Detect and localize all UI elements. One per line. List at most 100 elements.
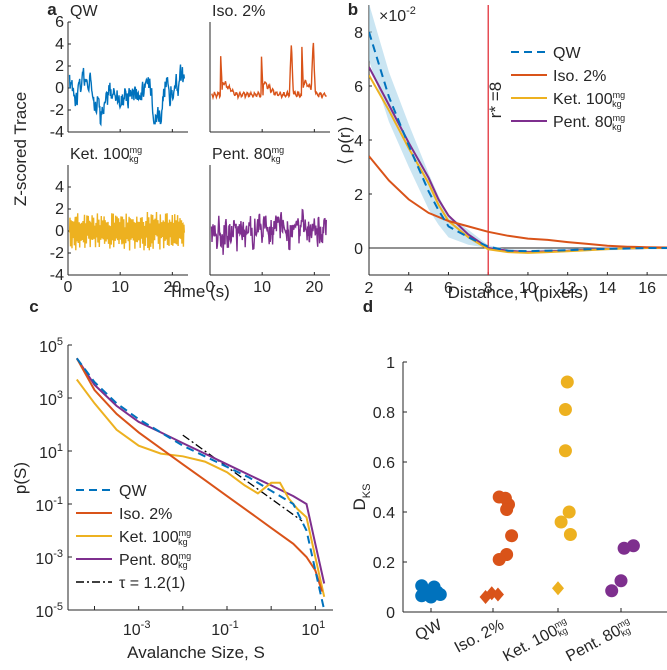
qw-trace <box>68 64 185 127</box>
x-tick-label: 6 <box>444 280 453 297</box>
y-tick-label: 103 <box>39 389 63 409</box>
legend-label-qw: QW <box>119 483 147 500</box>
x-axis-label: Avalanche Size, S <box>127 643 265 662</box>
y-tick-label: 4 <box>55 36 64 53</box>
y-axis-label: p(S) <box>11 462 30 494</box>
qw-confidence-band <box>369 5 667 253</box>
ket-point <box>563 528 577 541</box>
y-tick-label: 0.8 <box>373 405 395 422</box>
y-tick-label: -4 <box>50 267 64 284</box>
y-tick-label: 0.4 <box>373 505 395 522</box>
subplot-title: Ket. 100mg kg <box>70 145 142 164</box>
panel-letter-d: d <box>363 297 373 316</box>
x-tick-label: 20 <box>163 279 181 296</box>
qw-line <box>369 31 667 253</box>
y-tick-label: 2 <box>354 187 363 204</box>
y-tick-label: 10-1 <box>35 495 63 515</box>
category-label-ket: Ket. 100mgkg <box>500 616 573 667</box>
y-tick-label: 105 <box>39 336 63 356</box>
ket-point <box>558 444 572 458</box>
x-tick-label: 4 <box>404 280 413 297</box>
x-tick-label: 10 <box>519 280 537 297</box>
x-tick-label: 0 <box>64 279 73 296</box>
y-tick-label: 0 <box>55 80 64 97</box>
pent-point <box>605 584 619 598</box>
y-scale-factor: ×10-2 <box>379 5 416 25</box>
x-tick-label: 8 <box>484 280 493 297</box>
panel-letter-b: b <box>348 0 358 19</box>
pent-point <box>614 574 628 588</box>
panel-letter-a: a <box>47 0 57 19</box>
iso-trace <box>211 42 327 101</box>
x-tick-label: 12 <box>559 280 577 297</box>
iso-point <box>505 529 519 543</box>
x-tick-label: 10 <box>111 279 129 296</box>
pent-curve <box>75 357 326 584</box>
rstar-label: r* =8 <box>486 82 505 118</box>
subplot-title: QW <box>70 3 98 20</box>
ket-diamond-point <box>552 581 564 596</box>
category-label-pent: Pent. 80mgkg <box>563 616 636 667</box>
legend-label-iso: Iso. 2% <box>553 68 606 85</box>
ket-point <box>560 375 574 389</box>
y-tick-label: 101 <box>39 442 63 462</box>
x-tick-label: 10 <box>253 279 271 296</box>
pent-point <box>617 541 631 555</box>
iso-curve <box>75 357 323 592</box>
panel-d: d 0 0.2 0.4 0.6 0.8 1 QW Iso. 2%Ket. 100mgkgPent… <box>350 297 667 667</box>
ket-point <box>558 403 572 416</box>
qw-point <box>424 590 438 604</box>
y-tick-label: 4 <box>55 179 64 196</box>
pent-trace <box>210 208 327 255</box>
x-tick-label: 0 <box>206 279 215 296</box>
subplot-title: Iso. 2% <box>212 3 265 20</box>
y-tick-label: 6 <box>354 79 363 96</box>
ket-point <box>562 505 576 519</box>
x-tick-label: 10-1 <box>211 619 239 639</box>
ket-curve <box>75 378 326 598</box>
y-axis-label: ⟨ ρ(r) ⟩ <box>335 115 354 164</box>
legend-label-iso: Iso. 2% <box>119 506 172 523</box>
legend-label-ket: Ket. 100mg kg <box>553 90 625 109</box>
qw-curve <box>75 357 326 610</box>
ket-point <box>554 515 568 529</box>
x-tick-label: 16 <box>638 280 656 297</box>
x-tick-label: 2 <box>365 280 374 297</box>
y-tick-label: 6 <box>55 14 64 31</box>
y-tick-label: 4 <box>354 133 363 150</box>
iso-line <box>369 155 667 249</box>
y-tick-label: 2 <box>55 58 64 75</box>
y-tick-label: 0.2 <box>373 555 395 572</box>
x-axis-label: Time (s) <box>168 282 230 301</box>
subplot-title: Pent. 80mg kg <box>212 145 284 164</box>
y-axis-label: Z-scored Trace <box>11 92 30 206</box>
y-tick-label: -2 <box>50 245 64 262</box>
legend-label-tau: τ = 1.2(1) <box>119 575 185 592</box>
ket-trace <box>68 211 185 251</box>
y-tick-label: 10-3 <box>35 548 63 568</box>
y-tick-label: 1 <box>386 355 395 372</box>
panel-c: c 105 103 101 10-1 10-3 10-5 10-3 10-1 101 QW Iso. … <box>11 297 333 662</box>
x-tick-label: 10-3 <box>123 619 151 639</box>
y-tick-label: -4 <box>50 124 64 141</box>
legend-label-pent: Pent. 80mg kg <box>553 113 625 132</box>
x-tick-label: 101 <box>301 619 325 639</box>
legend-label-ket: Ket. 100mg kg <box>119 528 191 547</box>
y-tick-label: -2 <box>50 102 64 119</box>
category-label-iso: Iso. 2% <box>452 617 507 657</box>
y-tick-label: 0 <box>55 223 64 240</box>
panel-letter-c: c <box>29 297 38 316</box>
iso-diamond-point <box>491 587 504 602</box>
x-tick-label: 20 <box>305 279 323 296</box>
y-tick-label: 10-5 <box>35 601 63 621</box>
y-tick-label: 0 <box>354 241 363 258</box>
y-tick-label: 0 <box>386 605 395 622</box>
x-axis-label: Distance, r (pixels) <box>448 283 589 302</box>
y-tick-label: 0.6 <box>373 455 395 472</box>
iso-point <box>500 503 514 516</box>
y-tick-label: 8 <box>354 25 363 42</box>
category-label-qw: QW <box>413 616 446 644</box>
panel-b: b 0 2 4 6 8 2 4 6 8 10 12 14 16 ×10-2 r* =8 QW Iso. 2% Ket… <box>335 0 667 302</box>
